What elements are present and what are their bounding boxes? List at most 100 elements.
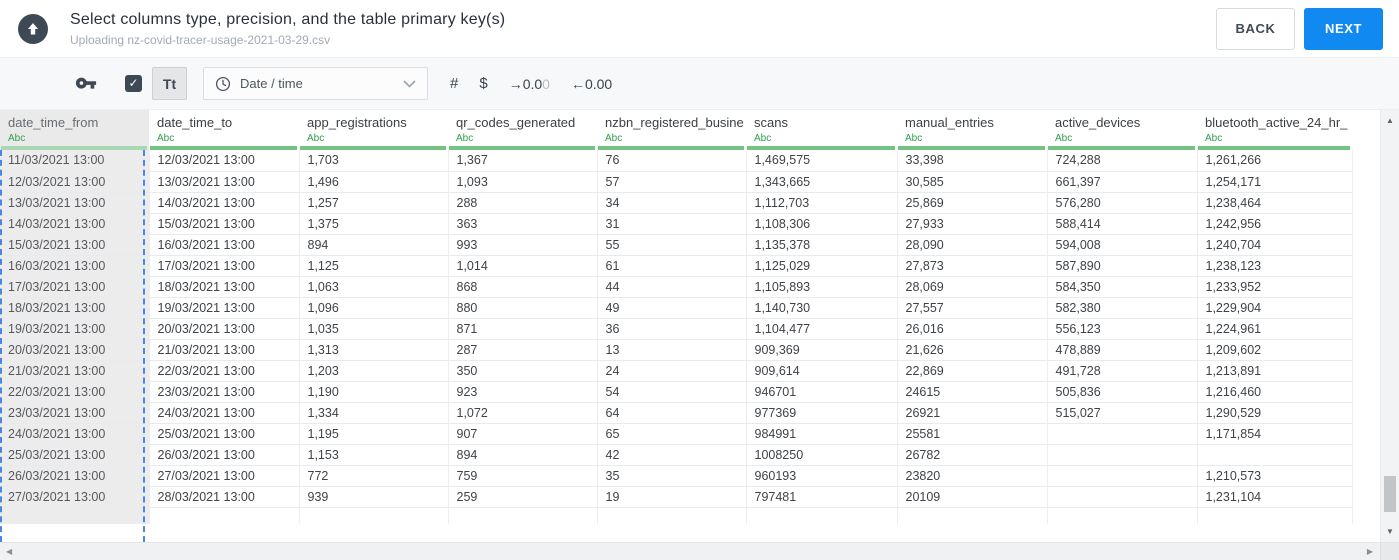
table-cell[interactable]: 894 — [299, 234, 449, 256]
column-header-date_time_to[interactable]: date_time_to Abc — [149, 110, 299, 150]
table-cell[interactable]: 1,240,704 — [1197, 234, 1353, 256]
table-cell[interactable]: 18/03/2021 13:00 — [149, 276, 300, 298]
table-cell[interactable]: 584,350 — [1047, 276, 1198, 298]
vertical-scrollbar[interactable]: ▲ ▼ — [1380, 110, 1399, 542]
table-cell[interactable]: 33,398 — [897, 150, 1048, 172]
table-cell[interactable]: 27,933 — [897, 213, 1048, 235]
table-cell[interactable]: 1,014 — [448, 255, 598, 277]
table-cell[interactable]: 1,233,952 — [1197, 276, 1353, 298]
table-cell[interactable]: 24/03/2021 13:00 — [0, 423, 150, 445]
scroll-up-icon[interactable]: ▲ — [1386, 116, 1394, 125]
horizontal-scrollbar[interactable]: ◀ ▶ — [0, 542, 1399, 560]
table-cell[interactable]: 1,104,477 — [746, 318, 898, 340]
table-cell[interactable]: 977369 — [746, 402, 898, 424]
table-cell[interactable]: 587,890 — [1047, 255, 1198, 277]
table-cell[interactable]: 1,496 — [299, 171, 449, 193]
column-header-manual_entries[interactable]: manual_entries Abc — [897, 110, 1047, 150]
table-cell[interactable]: 36 — [597, 318, 747, 340]
vertical-scrollbar-thumb[interactable] — [1384, 476, 1396, 512]
table-cell[interactable]: 960193 — [746, 465, 898, 487]
table-cell[interactable]: 939 — [299, 486, 449, 508]
table-cell[interactable]: 868 — [448, 276, 598, 298]
table-cell[interactable]: 31 — [597, 213, 747, 235]
table-cell[interactable]: 1,135,378 — [746, 234, 898, 256]
table-cell[interactable]: 1,343,665 — [746, 171, 898, 193]
table-cell[interactable]: 1,229,904 — [1197, 297, 1353, 319]
table-cell[interactable]: 13 — [597, 339, 747, 361]
table-cell[interactable]: 27,557 — [897, 297, 1048, 319]
table-cell[interactable]: 515,027 — [1047, 402, 1198, 424]
table-cell[interactable]: 17/03/2021 13:00 — [0, 276, 150, 298]
table-cell[interactable]: 491,728 — [1047, 360, 1198, 382]
table-cell[interactable]: 1,096 — [299, 297, 449, 319]
table-cell[interactable]: 23/03/2021 13:00 — [149, 381, 300, 403]
column-type-dropdown[interactable]: Date / time — [203, 67, 428, 100]
table-cell[interactable]: 1,093 — [448, 171, 598, 193]
table-cell[interactable]: 1,125 — [299, 255, 449, 277]
scroll-down-icon[interactable]: ▼ — [1386, 527, 1394, 536]
table-cell[interactable]: 61 — [597, 255, 747, 277]
next-button[interactable]: NEXT — [1304, 7, 1383, 50]
table-cell[interactable]: 25581 — [897, 423, 1048, 445]
table-cell[interactable]: 661,397 — [1047, 171, 1198, 193]
table-cell[interactable]: 797481 — [746, 486, 898, 508]
scroll-right-icon[interactable]: ▶ — [1366, 547, 1373, 556]
table-cell[interactable]: 984991 — [746, 423, 898, 445]
table-cell[interactable]: 20/03/2021 13:00 — [0, 339, 150, 361]
table-cell[interactable]: 576,280 — [1047, 192, 1198, 214]
table-cell[interactable]: 1,231,104 — [1197, 486, 1353, 508]
table-cell[interactable]: 1,238,464 — [1197, 192, 1353, 214]
table-cell[interactable]: 1,334 — [299, 402, 449, 424]
table-cell[interactable]: 22/03/2021 13:00 — [0, 381, 150, 403]
table-cell[interactable]: 28,069 — [897, 276, 1048, 298]
table-cell[interactable]: 1,190 — [299, 381, 449, 403]
table-cell[interactable]: 1,203 — [299, 360, 449, 382]
table-cell[interactable]: 13/03/2021 13:00 — [0, 192, 150, 214]
table-cell[interactable]: 22/03/2021 13:00 — [149, 360, 300, 382]
table-cell[interactable]: 57 — [597, 171, 747, 193]
table-cell[interactable]: 759 — [448, 465, 598, 487]
table-cell[interactable]: 478,889 — [1047, 339, 1198, 361]
table-cell[interactable]: 582,380 — [1047, 297, 1198, 319]
table-cell[interactable]: 20/03/2021 13:00 — [149, 318, 300, 340]
table-cell[interactable] — [1197, 444, 1353, 466]
table-cell[interactable] — [1047, 444, 1198, 466]
table-cell[interactable] — [1047, 486, 1198, 508]
table-cell[interactable]: 1,261,266 — [1197, 150, 1353, 172]
table-cell[interactable]: 23820 — [897, 465, 1048, 487]
table-cell[interactable]: 21,626 — [897, 339, 1048, 361]
table-cell[interactable]: 17/03/2021 13:00 — [149, 255, 300, 277]
table-cell[interactable]: 27/03/2021 13:00 — [149, 465, 300, 487]
table-cell[interactable]: 1,210,573 — [1197, 465, 1353, 487]
table-cell[interactable] — [1047, 423, 1198, 445]
table-cell[interactable]: 76 — [597, 150, 747, 172]
table-cell[interactable]: 34 — [597, 192, 747, 214]
table-cell[interactable]: 26782 — [897, 444, 1048, 466]
table-cell[interactable]: 1008250 — [746, 444, 898, 466]
table-cell[interactable]: 1,290,529 — [1197, 402, 1353, 424]
table-cell[interactable]: 26/03/2021 13:00 — [0, 465, 150, 487]
table-cell[interactable]: 1,213,891 — [1197, 360, 1353, 382]
table-cell[interactable]: 26/03/2021 13:00 — [149, 444, 300, 466]
number-format-button[interactable]: # — [450, 75, 459, 92]
table-cell[interactable]: 20109 — [897, 486, 1048, 508]
table-cell[interactable]: 30,585 — [897, 171, 1048, 193]
table-cell[interactable]: 28/03/2021 13:00 — [149, 486, 300, 508]
table-cell[interactable]: 1,313 — [299, 339, 449, 361]
table-cell[interactable]: 24615 — [897, 381, 1048, 403]
table-cell[interactable]: 588,414 — [1047, 213, 1198, 235]
table-cell[interactable]: 65 — [597, 423, 747, 445]
precision-increase-button[interactable]: →0.00 — [509, 76, 550, 92]
table-cell[interactable]: 288 — [448, 192, 598, 214]
table-cell[interactable]: 1,035 — [299, 318, 449, 340]
table-cell[interactable]: 14/03/2021 13:00 — [0, 213, 150, 235]
table-cell[interactable]: 1,254,171 — [1197, 171, 1353, 193]
table-cell[interactable]: 21/03/2021 13:00 — [149, 339, 300, 361]
table-cell[interactable]: 594,008 — [1047, 234, 1198, 256]
table-cell[interactable]: 909,614 — [746, 360, 898, 382]
table-cell[interactable]: 27/03/2021 13:00 — [0, 486, 150, 508]
table-cell[interactable]: 23/03/2021 13:00 — [0, 402, 150, 424]
table-cell[interactable]: 1,140,730 — [746, 297, 898, 319]
table-cell[interactable]: 1,171,854 — [1197, 423, 1353, 445]
table-cell[interactable]: 27,873 — [897, 255, 1048, 277]
